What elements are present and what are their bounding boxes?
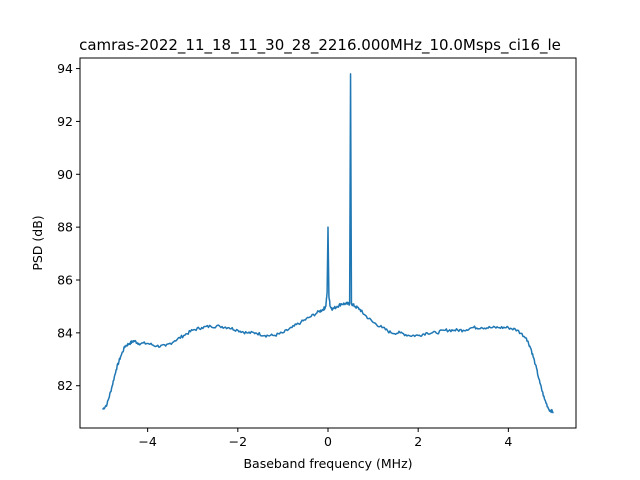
y-tick-label: 90	[57, 167, 73, 182]
y-tick-label: 88	[57, 220, 73, 235]
x-tick-label: 0	[324, 434, 332, 449]
x-tick-label: 2	[414, 434, 422, 449]
psd-series-line	[101, 73, 554, 414]
y-tick-label: 94	[57, 61, 73, 76]
plot-area	[101, 73, 554, 414]
y-axis-ticks: 82 84 86 88 90 92 94	[57, 61, 80, 393]
x-tick-label: −2	[229, 434, 247, 449]
y-tick-label: 86	[57, 273, 73, 288]
y-tick-label: 82	[57, 378, 73, 393]
x-axis-label: Baseband frequency (MHz)	[243, 456, 412, 471]
x-tick-label: 4	[504, 434, 512, 449]
x-tick-label: −4	[138, 434, 156, 449]
y-axis-label: PSD (dB)	[30, 215, 45, 270]
x-axis-ticks: −4 −2 0 2 4	[138, 428, 512, 449]
y-tick-label: 92	[57, 114, 73, 129]
chart-title: camras-2022_11_18_11_30_28_2216.000MHz_1…	[79, 36, 561, 55]
y-tick-label: 84	[57, 325, 73, 340]
